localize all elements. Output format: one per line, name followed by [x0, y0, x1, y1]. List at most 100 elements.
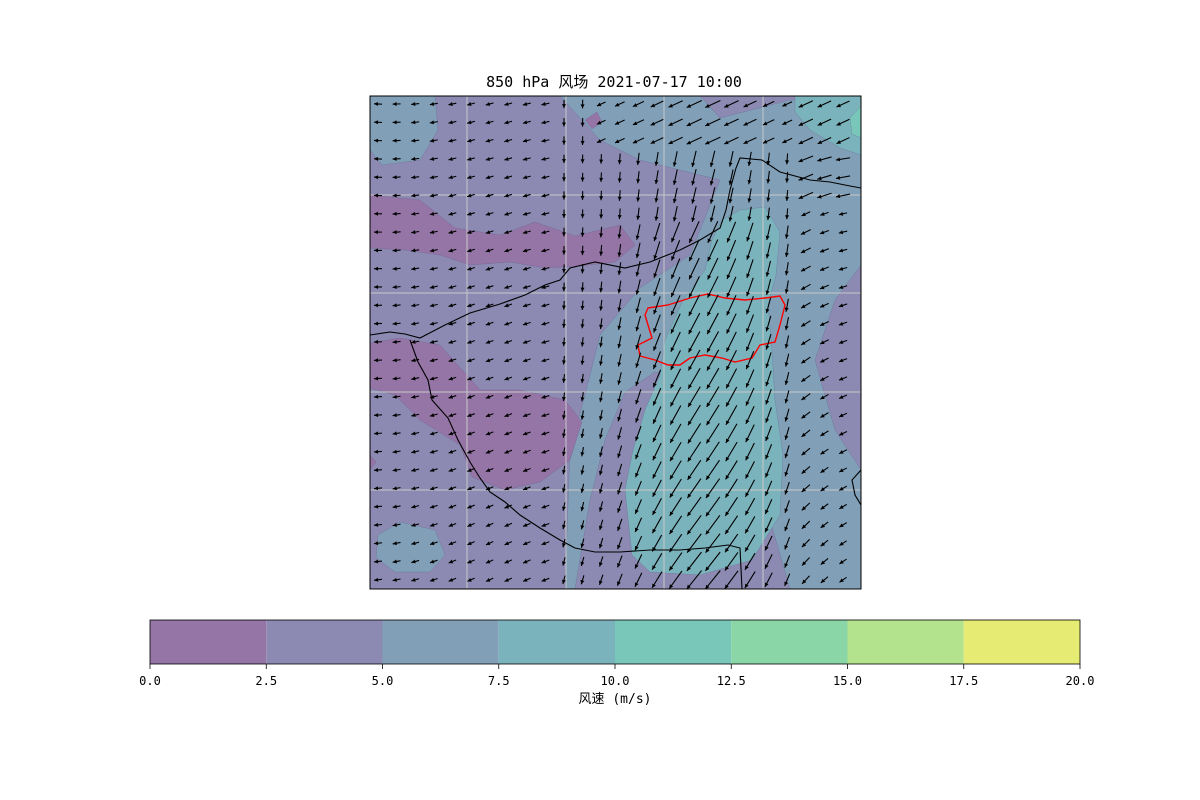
wind-vector-head-374 [561, 360, 566, 365]
wind-vector-head-673 [802, 561, 807, 566]
wind-vector-head-459 [687, 420, 692, 426]
wind-vector-head-475 [504, 431, 509, 436]
wind-vector-head-226 [707, 256, 712, 262]
wind-vector-head-94 [672, 162, 677, 167]
wind-vector-head-430 [635, 399, 640, 405]
wind-vector-head-163 [504, 211, 509, 216]
wind-vector-head-281 [765, 290, 770, 295]
wind-vector-head-335 [801, 322, 806, 327]
wind-vector-head-321 [541, 321, 546, 326]
wind-vector-head-665 [652, 565, 656, 570]
wind-vector-head-29 [429, 120, 435, 125]
province-boundaries [370, 157, 861, 589]
wind-vector-head-509 [652, 455, 657, 461]
wind-vector-head-422 [485, 394, 491, 399]
wind-vector-head-601 [429, 522, 435, 527]
wind-vector-head-533 [617, 471, 622, 477]
wind-vector-head-423 [504, 394, 509, 399]
wind-vector-head-327 [653, 328, 657, 333]
wind-vector-head-410 [745, 382, 750, 388]
wind-vector-head-235 [392, 266, 397, 271]
wind-vector-head-695 [724, 584, 729, 589]
wind-vector-head-599 [392, 522, 397, 527]
wind-vector-head-22 [782, 102, 787, 107]
wind-vector-head-238 [448, 266, 453, 271]
wind-vector-head-82 [448, 156, 453, 161]
wind-vector-head-232 [819, 248, 825, 253]
wind-vector-head-198 [671, 237, 675, 243]
wind-vector-head-50 [817, 121, 823, 126]
wind-vector-head-510 [670, 456, 674, 462]
wind-vector-head-446 [448, 413, 454, 417]
wind-vector-head-485 [687, 438, 692, 444]
wind-vector-head-678 [411, 577, 416, 582]
wind-vector-head-247 [617, 270, 622, 276]
wind-vector-head-681 [467, 577, 472, 582]
wind-vector-head-249 [653, 273, 658, 278]
wind-vector-head-70 [705, 140, 710, 145]
wind-vector-head-675 [839, 560, 844, 564]
wind-vector-head-431 [652, 401, 657, 406]
wind-vector-head-12 [596, 102, 602, 107]
wind-vector-head-496 [411, 449, 416, 454]
wind-vector-head-610 [598, 525, 603, 531]
wind-vector-head-75 [798, 140, 804, 145]
wind-vector-head-372 [522, 358, 528, 363]
colorbar-segment-1 [266, 620, 383, 664]
colorbar-tick-label-1: 2.5 [255, 674, 277, 688]
wind-vector-head-451 [541, 413, 546, 418]
wind-vector-head-585 [617, 508, 621, 513]
wind-vector-head-660 [561, 561, 566, 566]
wind-vector-head-116 [599, 177, 604, 182]
contour-region-10 [375, 521, 446, 573]
wind-vector-head-544 [820, 468, 825, 473]
wind-vector-head-685 [541, 577, 547, 582]
wind-vector-head-357 [726, 347, 731, 352]
wind-vector-head-567 [765, 491, 769, 496]
wind-vector-head-363 [838, 340, 844, 344]
wind-vector-head-18 [705, 104, 710, 108]
wind-vector-head-548 [411, 486, 416, 491]
wind-vector-head-469 [392, 431, 397, 436]
colorbar-tick-label-8: 20.0 [1066, 674, 1095, 688]
wind-vector-head-482 [635, 436, 639, 441]
wind-vector-head-121 [691, 180, 696, 186]
wind-vector-head-439 [801, 396, 806, 401]
wind-vector-head-54 [411, 138, 416, 143]
wind-vector-head-83 [467, 156, 472, 161]
wind-vector-head-674 [820, 560, 826, 565]
wind-vector-head-201 [726, 237, 731, 243]
wind-vector-head-558 [598, 489, 603, 494]
wind-vector-head-140 [561, 195, 566, 200]
wind-vector-head-603 [467, 523, 472, 527]
wind-vector-head-248 [635, 272, 640, 277]
wind-vector-head-629 [467, 541, 472, 546]
wind-vector-head-151 [766, 197, 771, 202]
wind-vector-head-644 [745, 547, 749, 552]
wind-vector-head-367 [429, 358, 435, 363]
wind-vector-head-605 [504, 523, 509, 527]
wind-vector-head-394 [448, 376, 454, 381]
wind-vector-head-40 [632, 121, 638, 126]
wind-vector-head-21 [762, 103, 768, 107]
wind-vector-head-578 [485, 504, 491, 509]
wind-vector-head-80 [411, 156, 416, 161]
wind-vector-head-587 [652, 510, 657, 515]
wind-vector-head-13 [614, 102, 620, 107]
wind-vector-head-217 [541, 248, 546, 253]
wind-vector-head-326 [635, 326, 640, 332]
wind-vector-head-621 [801, 524, 807, 529]
wind-vector-head-113 [541, 175, 546, 180]
wind-vector-head-630 [485, 541, 491, 546]
wind-vector-head-304 [707, 311, 711, 316]
wind-vector-head-461 [725, 420, 730, 425]
wind-vector-head-310 [820, 303, 825, 308]
wind-vector-head-317 [467, 321, 472, 326]
wind-vector-head-362 [820, 340, 825, 345]
wind-vector-head-436 [745, 401, 750, 406]
wind-vector-head-309 [801, 304, 806, 309]
wind-vector-head-602 [448, 523, 454, 527]
wind-vector-head-534 [635, 472, 639, 478]
wind-vector-head-287 [392, 303, 397, 308]
wind-vector-head-611 [617, 526, 621, 531]
